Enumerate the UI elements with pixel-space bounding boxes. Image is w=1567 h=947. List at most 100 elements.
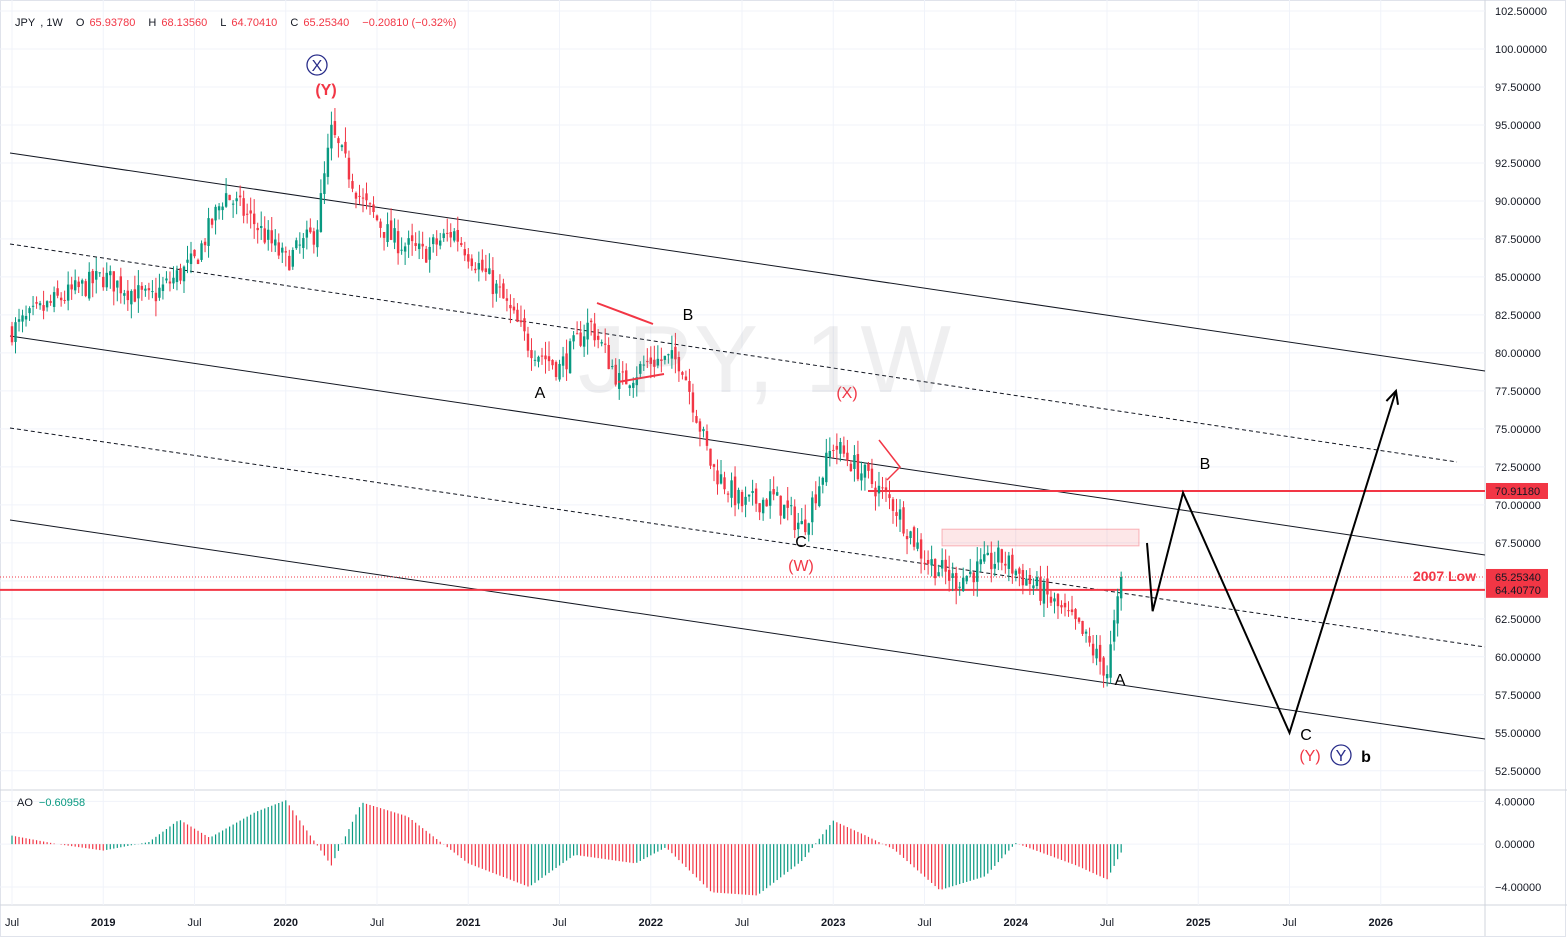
candle-body [66,284,70,301]
candle-body [137,285,140,299]
candle-body [625,370,628,385]
candle-body [807,523,810,535]
candle-body [154,292,158,302]
candle-body [586,322,589,340]
candle-body [716,470,719,485]
price-tick-label: 80.00000 [1495,348,1541,360]
candle-body [698,421,702,432]
wave-label-x-paren: (X) [836,385,857,402]
wave-label-w: (W) [788,558,814,575]
candle-body [775,492,779,496]
candle-body [368,203,372,205]
candle-body [681,372,684,375]
candle-body [116,280,119,288]
candle-body [944,559,947,572]
symbol-interval: JPY, 1W [15,17,63,29]
candle-body [158,287,161,298]
triangle-upper-line [596,302,654,325]
candle-body [674,346,677,360]
time-tick-label: 2022 [639,917,663,929]
candle-body [860,473,863,481]
candle-body [877,485,881,494]
candle-body [744,496,747,505]
candle-body [547,356,551,362]
candle-body [344,141,347,154]
candle-body [284,251,287,253]
candle-body [498,286,502,288]
candle-body [596,335,600,340]
candle-body [495,283,498,294]
candle-body [312,231,316,245]
candle-body [319,193,323,232]
candle-body [73,280,77,291]
candle-body [112,271,115,292]
support-price-tag: 64.40770 [1495,585,1541,597]
price-tick-label: 102.50000 [1495,6,1547,18]
candle-body [1067,610,1070,612]
candle-body [691,392,695,413]
wave-label-a1: A [535,385,546,402]
candle-body [130,290,133,305]
candle-body [1098,644,1102,662]
candle-body [916,542,919,549]
projection-arrowhead [1385,388,1400,405]
candle-body [740,491,744,507]
candle-body [761,499,765,514]
candle-body [119,276,123,294]
candle-body [786,500,789,508]
candle-body [189,253,193,265]
candle-body [593,323,596,341]
candle-body [91,271,94,284]
candle-body [98,272,101,274]
candle-body [990,552,993,570]
candle-body [1077,617,1081,622]
candle-body [358,195,361,197]
time-tick-label: 2021 [456,917,480,929]
candle-body [923,562,926,564]
candle-body [702,429,705,432]
candle-body [28,308,31,314]
candle-body [295,240,298,249]
candle-body [200,243,203,260]
candle-body [603,343,607,345]
candle-body [758,503,761,513]
candle-body [986,552,989,556]
time-tick-label: 2026 [1369,917,1393,929]
time-tick-label: Jul [552,917,566,929]
candle-body [1004,563,1007,566]
candle-body [797,522,800,530]
candle-body [417,243,421,250]
candle-body [565,353,568,370]
candle-body [930,559,933,566]
candle-body [632,382,635,388]
open-value: 65.93780 [89,17,136,29]
channel-line [9,152,1486,372]
candle-body [35,302,38,304]
candle-body [361,197,365,199]
candle-body [828,450,832,457]
candle-body [909,531,912,538]
close-value: 65.25340 [303,17,350,29]
price-tick-label: 90.00000 [1495,196,1541,208]
candle-body [224,193,228,207]
candle-body [502,283,505,299]
wave-x-circle [306,54,328,76]
candle-body [1119,577,1123,599]
candle-body [1032,585,1035,589]
wave-label-y-top: (Y) [315,82,336,99]
candle-body [235,198,238,202]
candle-body [207,218,210,246]
candle-body [737,489,740,504]
candle-body [84,281,87,296]
time-tick-label: 2019 [91,917,115,929]
candle-body [386,224,389,243]
candle-body [516,309,519,322]
candle-body [260,226,263,228]
wave-label-c1: C [795,534,807,551]
candle-body [298,244,302,246]
price-tick-label: 95.00000 [1495,120,1541,132]
candle-body [842,445,846,454]
